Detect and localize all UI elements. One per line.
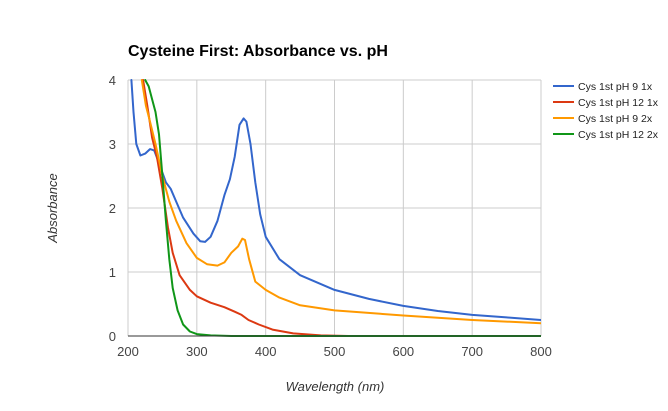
x-tick-label: 800 xyxy=(530,344,552,359)
chart-title: Cysteine First: Absorbance vs. pH xyxy=(128,43,388,60)
x-tick-label: 500 xyxy=(324,344,346,359)
x-tick-label: 400 xyxy=(255,344,277,359)
legend-label: Cys 1st pH 9 1x xyxy=(578,81,653,93)
y-axis-title: Absorbance xyxy=(45,173,60,243)
x-tick-label: 700 xyxy=(461,344,483,359)
y-tick-labels: 0 1 2 3 4 xyxy=(109,73,116,344)
legend-item[interactable]: Cys 1st pH 9 1x xyxy=(553,81,653,93)
legend-item[interactable]: Cys 1st pH 9 2x xyxy=(553,113,653,125)
y-tick-label: 3 xyxy=(109,137,116,152)
gridlines xyxy=(127,79,542,336)
y-tick-label: 4 xyxy=(109,73,116,88)
y-tick-label: 2 xyxy=(109,201,116,216)
x-tick-labels: 200 300 400 500 600 700 800 xyxy=(117,344,552,359)
series-line-3 xyxy=(144,79,541,337)
legend-label: Cys 1st pH 12 2x xyxy=(578,129,659,141)
legend-label: Cys 1st pH 9 2x xyxy=(578,113,653,125)
legend-item[interactable]: Cys 1st pH 12 2x xyxy=(553,129,659,141)
x-axis-title: Wavelength (nm) xyxy=(286,379,385,394)
y-tick-label: 0 xyxy=(109,329,116,344)
series-layer xyxy=(130,79,541,337)
series-line-2 xyxy=(140,79,541,325)
series-line-0 xyxy=(130,79,541,321)
series-line-1 xyxy=(142,79,541,337)
x-tick-label: 600 xyxy=(392,344,414,359)
legend-item[interactable]: Cys 1st pH 12 1x xyxy=(553,97,659,109)
legend-label: Cys 1st pH 12 1x xyxy=(578,97,659,109)
legend: Cys 1st pH 9 1x Cys 1st pH 12 1x Cys 1st p… xyxy=(553,81,659,141)
y-tick-label: 1 xyxy=(109,265,116,280)
x-tick-label: 300 xyxy=(186,344,208,359)
x-tick-label: 200 xyxy=(117,344,139,359)
